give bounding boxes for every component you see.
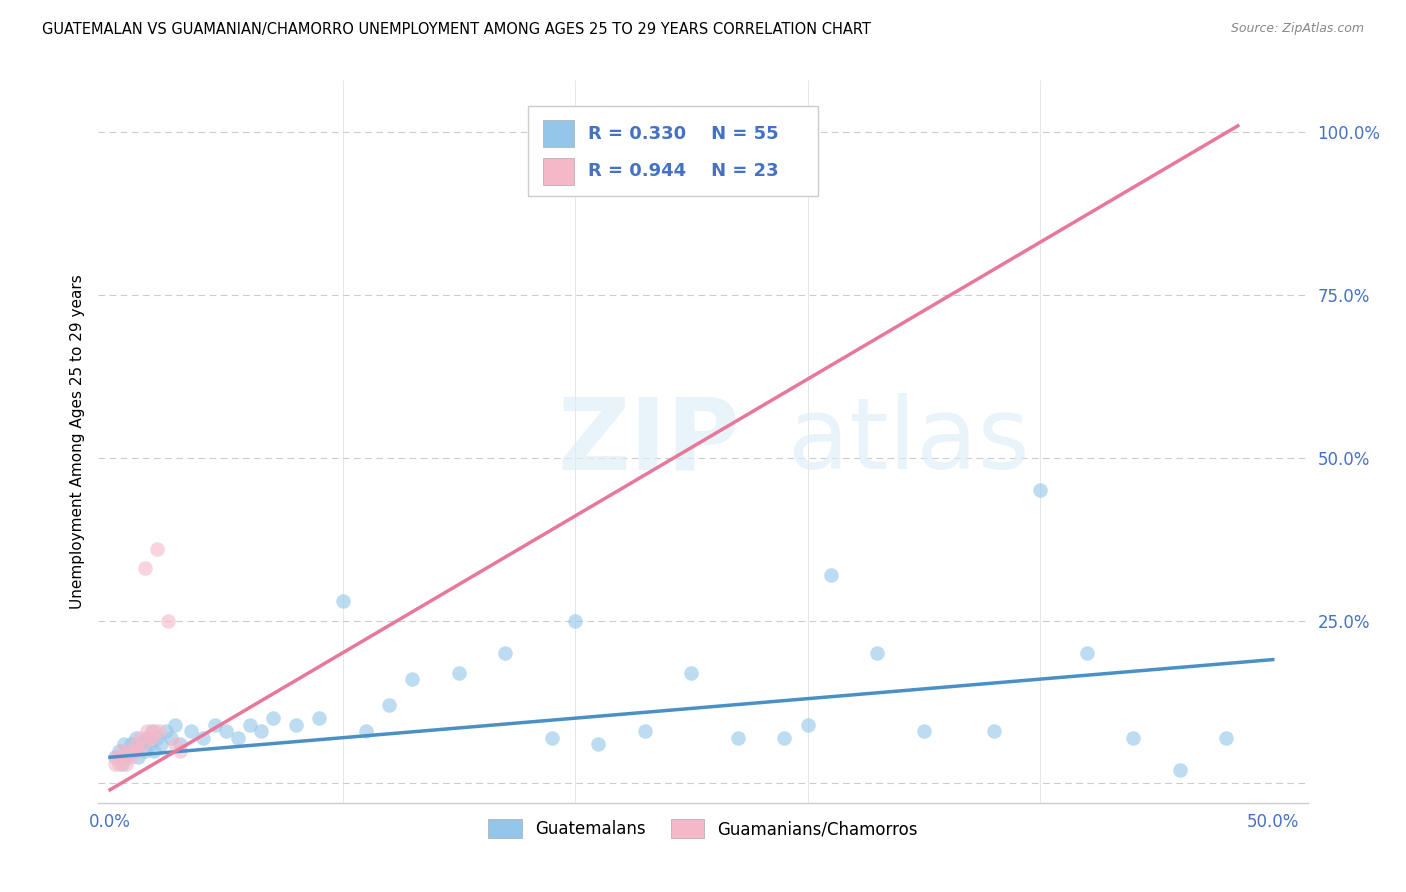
Point [226, 731, 249, 745]
Point [122, 744, 145, 758]
Point [588, 737, 610, 751]
Point [150, 737, 173, 751]
Point [129, 737, 152, 751]
Point [727, 731, 749, 745]
Point [105, 750, 128, 764]
Point [127, 750, 149, 764]
Point [111, 744, 134, 758]
Point [120, 737, 142, 751]
Point [118, 744, 141, 758]
Point [118, 744, 141, 758]
Point [120, 750, 142, 764]
Point [378, 698, 401, 713]
Text: R = 0.944    N = 23: R = 0.944 N = 23 [588, 162, 779, 180]
Point [494, 646, 516, 660]
Point [143, 724, 166, 739]
Point [239, 717, 262, 731]
Point [145, 541, 167, 556]
Point [111, 756, 134, 771]
Text: Source: ZipAtlas.com: Source: ZipAtlas.com [1230, 22, 1364, 36]
Point [1029, 483, 1052, 498]
Point [165, 737, 187, 751]
Point [112, 737, 135, 751]
Point [157, 614, 180, 628]
Point [141, 731, 163, 745]
Point [634, 724, 657, 739]
Point [104, 750, 127, 764]
Point [141, 724, 163, 739]
Point [564, 614, 586, 628]
Point [1122, 731, 1144, 745]
Text: ZIP: ZIP [558, 393, 741, 490]
Point [143, 744, 166, 758]
Point [796, 717, 818, 731]
Text: R = 0.330    N = 55: R = 0.330 N = 55 [588, 125, 779, 143]
Bar [543, 158, 574, 185]
Text: atlas: atlas [787, 393, 1029, 490]
Point [115, 756, 138, 771]
Point [155, 724, 177, 739]
Point [145, 731, 167, 745]
Point [124, 731, 146, 745]
Point [169, 737, 191, 751]
Point [681, 665, 703, 680]
Point [129, 731, 152, 745]
Point [1215, 731, 1237, 745]
Point [104, 756, 127, 771]
Point [354, 724, 377, 739]
Legend: Guatemalans, Guamanians/Chamorros: Guatemalans, Guamanians/Chamorros [482, 813, 924, 845]
Point [912, 724, 935, 739]
Y-axis label: Unemployment Among Ages 25 to 29 years: Unemployment Among Ages 25 to 29 years [69, 274, 84, 609]
Point [124, 737, 146, 751]
Point [108, 756, 131, 771]
Point [285, 717, 308, 731]
Point [127, 744, 149, 758]
Point [1168, 764, 1191, 778]
Point [1076, 646, 1098, 660]
Point [134, 561, 156, 575]
Bar [543, 120, 574, 147]
Point [204, 717, 226, 731]
Point [447, 665, 470, 680]
Point [136, 731, 159, 745]
Point [148, 724, 170, 739]
Point [983, 724, 1005, 739]
Text: GUATEMALAN VS GUAMANIAN/CHAMORRO UNEMPLOYMENT AMONG AGES 25 TO 29 YEARS CORRELAT: GUATEMALAN VS GUAMANIAN/CHAMORRO UNEMPLO… [42, 22, 872, 37]
Point [159, 731, 181, 745]
Point [332, 594, 354, 608]
Point [250, 724, 273, 739]
Point [401, 672, 423, 686]
Point [165, 717, 187, 731]
Point [138, 731, 160, 745]
Point [215, 724, 238, 739]
Point [191, 731, 214, 745]
Point [122, 744, 145, 758]
Point [138, 737, 160, 751]
Point [108, 744, 131, 758]
Point [820, 568, 842, 582]
Point [308, 711, 330, 725]
Point [866, 646, 889, 660]
Point [131, 737, 153, 751]
Point [262, 711, 284, 725]
Point [136, 724, 159, 739]
Point [180, 724, 202, 739]
FancyBboxPatch shape [527, 105, 818, 196]
Point [540, 731, 562, 745]
Point [115, 750, 138, 764]
Point [169, 744, 191, 758]
Point [773, 731, 796, 745]
Point [112, 750, 135, 764]
Point [134, 744, 156, 758]
